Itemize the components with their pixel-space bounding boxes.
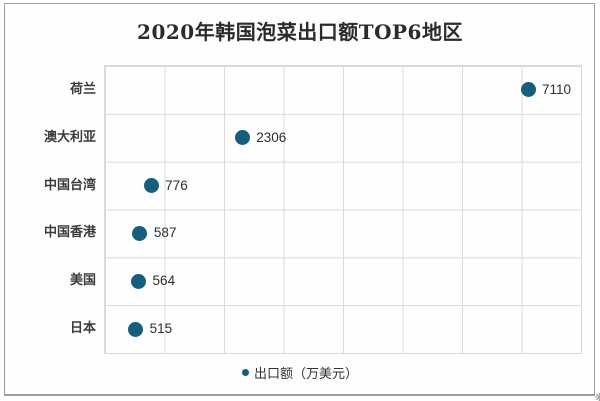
legend-label: 出口额（万美元）	[253, 365, 358, 381]
data-point-dot	[128, 321, 144, 337]
value-label: 587	[153, 225, 177, 241]
category-label: 荷兰	[69, 80, 96, 96]
data-point-dot	[520, 82, 536, 98]
chart-title: 2020年韩国泡菜出口额TOP6地区	[137, 20, 463, 44]
data-point-dot	[132, 225, 148, 241]
value-label: 564	[152, 273, 176, 289]
category-label: 中国香港	[43, 224, 96, 240]
legend-marker-icon	[241, 368, 249, 376]
category-label: 中国台湾	[43, 176, 96, 192]
data-point-dot	[131, 273, 147, 289]
value-label: 7110	[542, 81, 572, 97]
legend: 出口额（万美元）	[0, 362, 600, 382]
data-point-dot	[234, 130, 250, 146]
category-label: 日本	[69, 320, 96, 336]
watermark-fragment: ❋	[594, 392, 600, 401]
category-label: 澳大利亚	[43, 128, 96, 144]
plot-area: 7110 2306 776 587 564 515	[104, 65, 582, 354]
value-label: 2306	[256, 129, 287, 145]
data-point-dot	[143, 178, 159, 194]
category-label: 美国	[69, 272, 96, 288]
value-label: 776	[165, 177, 188, 193]
value-label: 515	[149, 321, 173, 337]
